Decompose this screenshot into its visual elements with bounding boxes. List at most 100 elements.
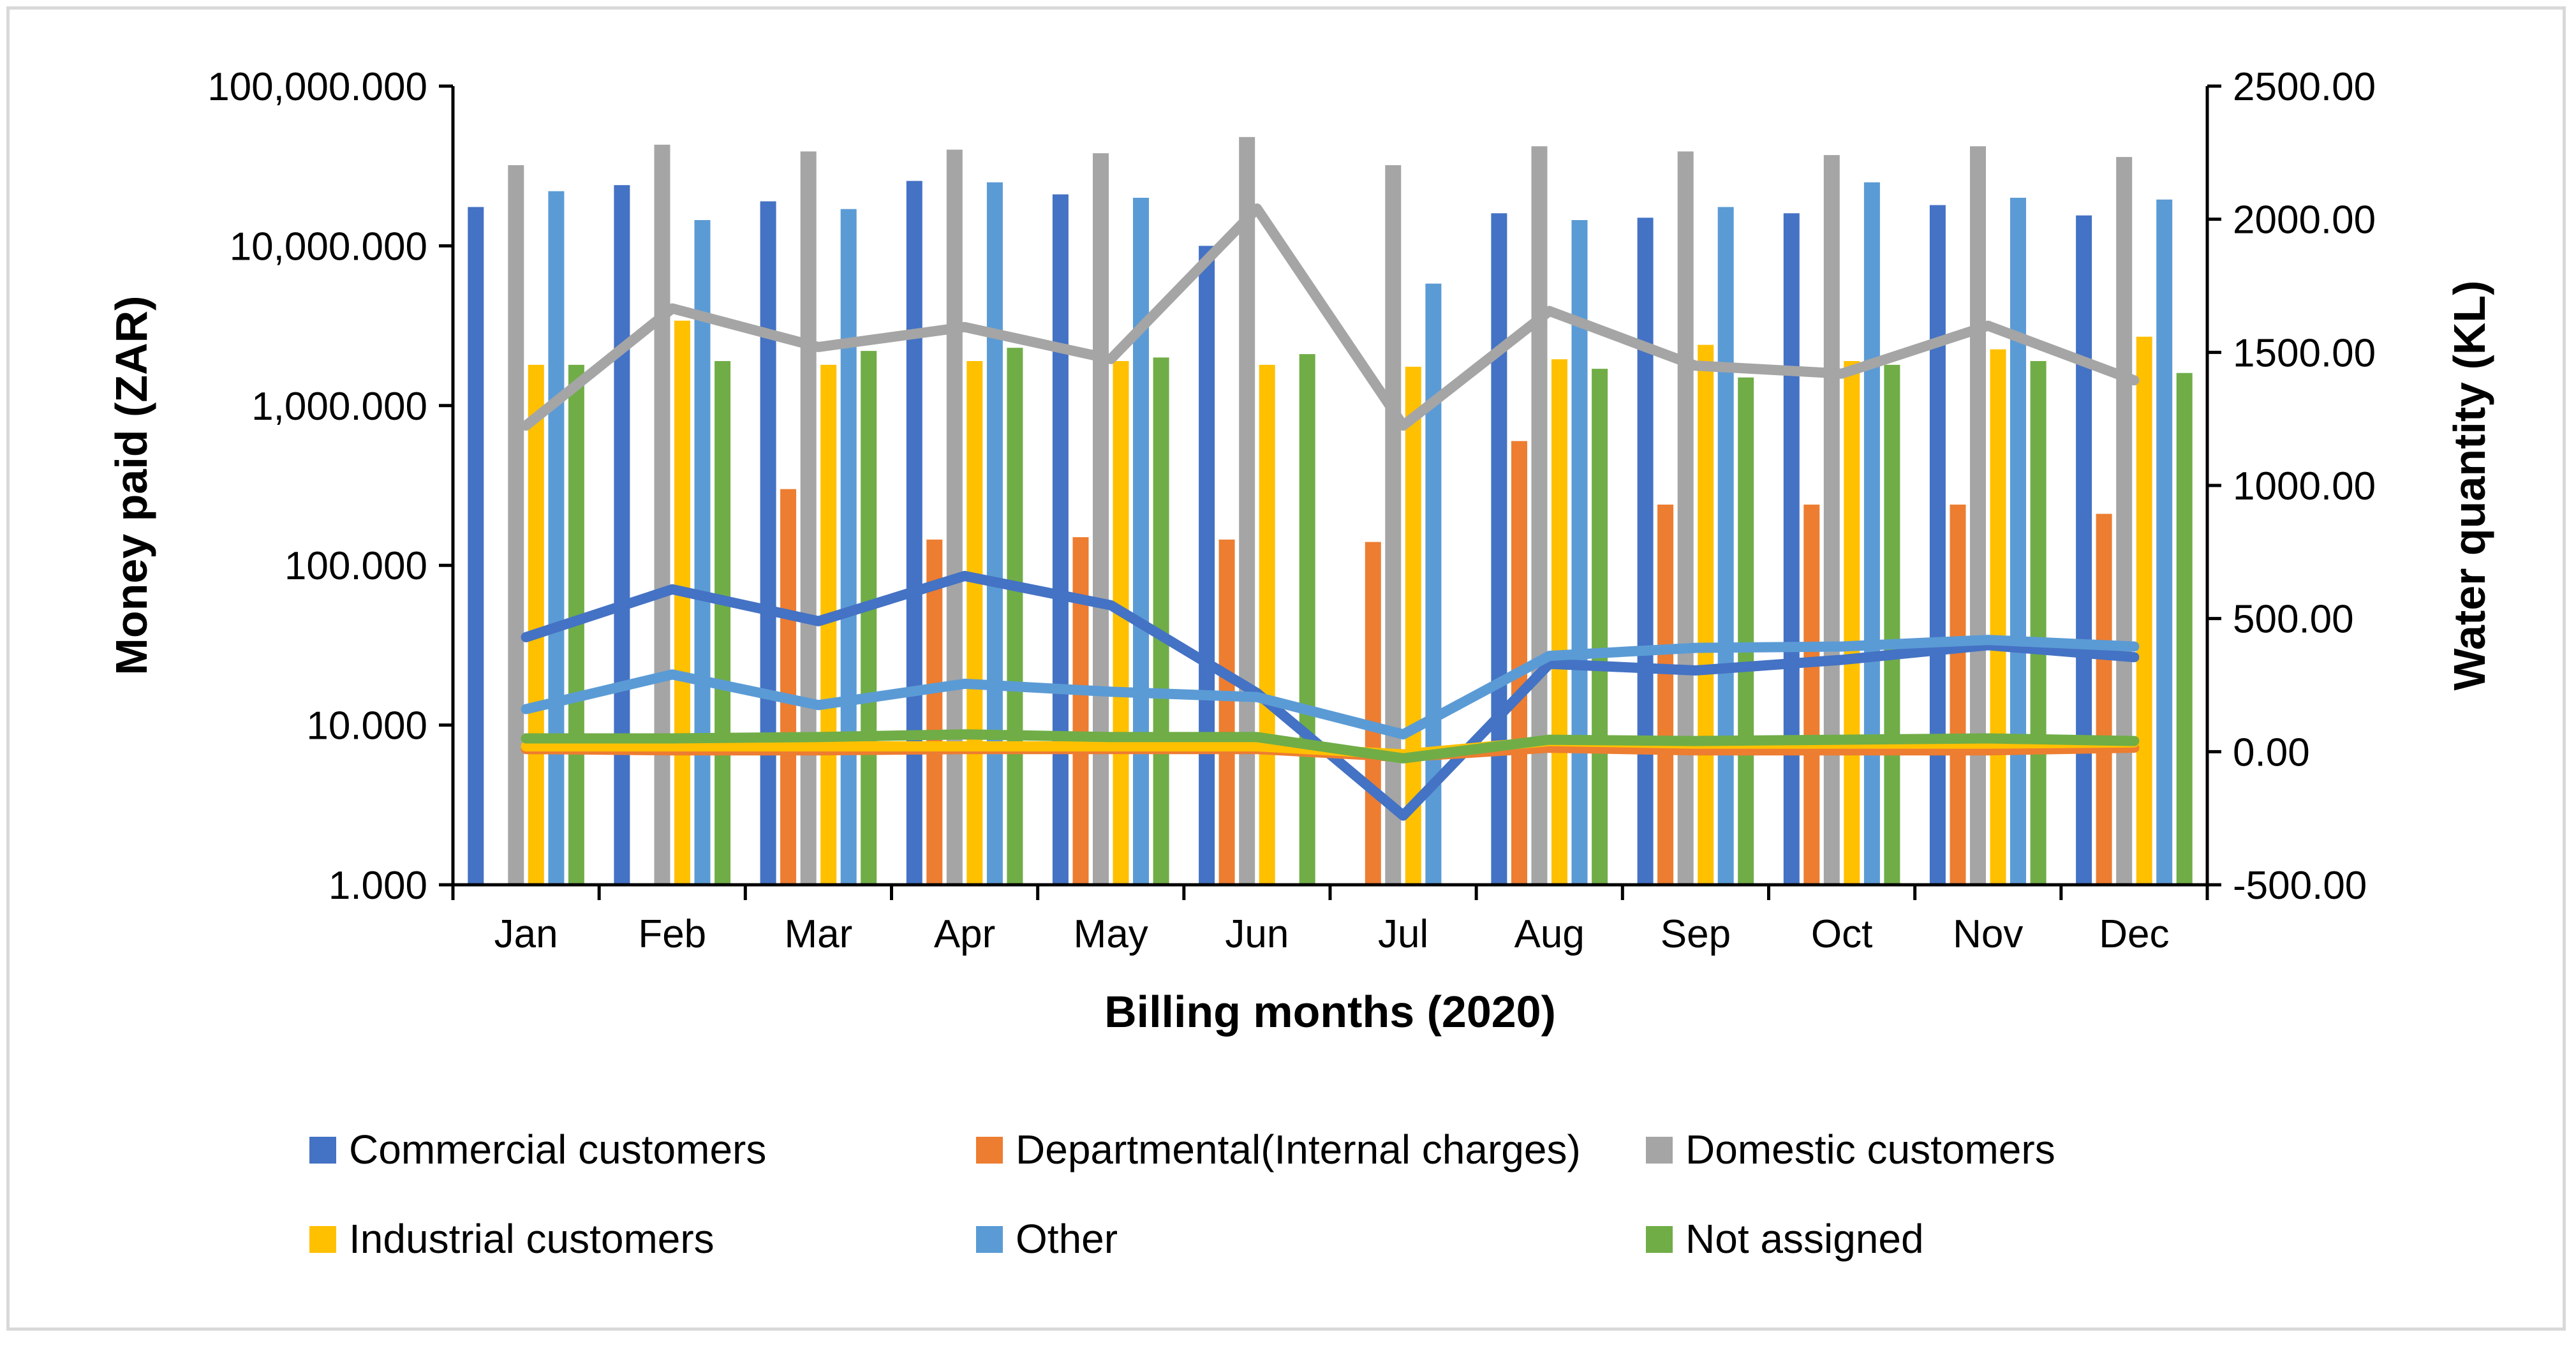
legend: Commercial customers Departmental(Interna…: [309, 1127, 2055, 1262]
bar-other-feb: [694, 220, 711, 885]
y-tick-label: 10,000.000: [230, 225, 427, 269]
y2-tick-label: 2500.00: [2233, 65, 2376, 109]
bar-not-assigned-dec: [2176, 373, 2193, 885]
bar-other-mar: [840, 209, 857, 885]
chart-frame: 1.000 10.000 100.000 1,000.000 10,000.000 100…: [6, 6, 2566, 1331]
bar-departmental-internal-charges--nov: [1950, 505, 1966, 885]
line-other: [521, 635, 2140, 740]
y-tick-label: 100.000: [285, 544, 427, 588]
legend-item-not-assigned: Not assigned: [1646, 1216, 1924, 1262]
line-not-assigned: [521, 729, 2140, 764]
line-domestic-customers: [521, 203, 2140, 431]
bar-domestic-customers-aug: [1531, 146, 1548, 885]
bar-not-assigned-jun: [1299, 354, 1315, 885]
y2-tick-label: 1000.00: [2233, 464, 2376, 508]
bar-commercial-customers-aug: [1491, 213, 1507, 885]
bar-domestic-customers-mar: [800, 151, 817, 885]
bar-industrial-customers-may: [1113, 361, 1129, 885]
y2-tick-label: 2000.00: [2233, 198, 2376, 242]
bar-other-may: [1133, 198, 1149, 885]
bar-other-sep: [1717, 207, 1734, 885]
y2-tick-label: 0.00: [2233, 730, 2310, 774]
legend-swatch: [1646, 1137, 1673, 1164]
bar-commercial-customers-dec: [2076, 215, 2092, 885]
x-tick-label: Mar: [785, 912, 853, 956]
bar-domestic-customers-jul: [1385, 165, 1402, 885]
y2-axis-title: Water quantity (KL): [2445, 281, 2494, 691]
y2-tick-label: -500.00: [2233, 864, 2367, 908]
bar-departmental-internal-charges--jul: [1365, 542, 1381, 885]
bar-other-aug: [1571, 220, 1588, 885]
bar-other-dec: [2156, 199, 2173, 885]
bar-other-apr: [986, 182, 1003, 885]
bar-domestic-customers-sep: [1677, 151, 1694, 885]
bar-commercial-customers-sep: [1637, 218, 1654, 885]
y-tick-label: 1.000: [329, 864, 427, 908]
bar-departmental-internal-charges--dec: [2096, 514, 2112, 885]
bar-other-jan: [548, 191, 565, 885]
bar-departmental-internal-charges--sep: [1657, 505, 1674, 885]
legend-swatch: [976, 1226, 1003, 1253]
legend-label: Other: [1016, 1216, 1118, 1262]
bar-industrial-customers-oct: [1844, 361, 1860, 885]
x-tick-label: Oct: [1811, 912, 1872, 956]
bar-industrial-customers-dec: [2136, 336, 2152, 885]
x-axis-title: Billing months (2020): [1104, 987, 1556, 1037]
bar-domestic-customers-jun: [1239, 137, 1255, 885]
y2-tick-label: 1500.00: [2233, 331, 2376, 375]
bar-other-oct: [1863, 182, 1880, 885]
bar-departmental-internal-charges--apr: [926, 539, 943, 885]
bar-not-assigned-apr: [1007, 348, 1023, 885]
chart: 1.000 10.000 100.000 1,000.000 10,000.000 100…: [107, 65, 2494, 1262]
bar-commercial-customers-jan: [468, 207, 484, 885]
bar-domestic-customers-may: [1093, 153, 1109, 885]
bar-not-assigned-feb: [714, 361, 731, 885]
bar-commercial-customers-feb: [614, 185, 630, 885]
x-tick-label: May: [1074, 912, 1148, 956]
bar-domestic-customers-oct: [1823, 155, 1840, 885]
legend-item-industrial-customers: Industrial customers: [309, 1216, 714, 1262]
legend-label: Industrial customers: [349, 1216, 714, 1262]
legend-item-domestic-customers: Domestic customers: [1646, 1127, 2055, 1172]
bar-departmental-internal-charges--mar: [780, 489, 797, 885]
x-tick-label: Aug: [1514, 912, 1585, 956]
tick-labels-layer: 1.000 10.000 100.000 1,000.000 10,000.000 100…: [207, 65, 2376, 956]
bar-departmental-internal-charges--oct: [1803, 505, 1820, 885]
y2-tick-label: 500.00: [2233, 598, 2354, 642]
y-tick-label: 10.000: [306, 704, 427, 748]
bar-commercial-customers-jun: [1199, 246, 1215, 885]
bar-departmental-internal-charges--may: [1072, 537, 1089, 885]
bar-not-assigned-nov: [2030, 361, 2047, 885]
bar-commercial-customers-oct: [1783, 213, 1800, 885]
bar-departmental-internal-charges--jun: [1218, 539, 1235, 885]
bars-layer: [468, 137, 2193, 885]
bar-not-assigned-aug: [1592, 369, 1608, 885]
x-tick-label: Jan: [494, 912, 558, 956]
bar-industrial-customers-feb: [674, 320, 690, 885]
bar-commercial-customers-apr: [906, 181, 922, 885]
x-tick-label: Nov: [1953, 912, 2023, 956]
bar-commercial-customers-mar: [760, 201, 776, 885]
x-tick-label: Jun: [1225, 912, 1289, 956]
bar-commercial-customers-nov: [1929, 205, 1946, 885]
bar-domestic-customers-dec: [2116, 157, 2133, 885]
y-tick-label: 1,000.000: [251, 385, 427, 429]
x-tick-label: Jul: [1378, 912, 1428, 956]
bar-industrial-customers-sep: [1698, 344, 1714, 885]
bar-industrial-customers-jun: [1259, 364, 1275, 885]
bar-domestic-customers-feb: [654, 144, 670, 885]
bar-industrial-customers-apr: [966, 361, 983, 885]
y-axis-title: Money paid (ZAR): [107, 296, 156, 676]
bar-domestic-customers-apr: [946, 149, 963, 885]
bar-not-assigned-oct: [1884, 364, 1900, 885]
bar-commercial-customers-may: [1052, 194, 1069, 885]
legend-item-other: Other: [976, 1216, 1118, 1262]
axes-layer: [439, 84, 2221, 900]
legend-swatch: [309, 1226, 336, 1253]
x-tick-label: Apr: [934, 912, 995, 956]
y-tick-label: 100,000.000: [207, 65, 427, 109]
x-tick-label: Sep: [1661, 912, 1731, 956]
bar-other-nov: [2010, 198, 2026, 885]
legend-swatch: [976, 1137, 1003, 1164]
legend-label: Departmental(Internal charges): [1016, 1127, 1581, 1172]
